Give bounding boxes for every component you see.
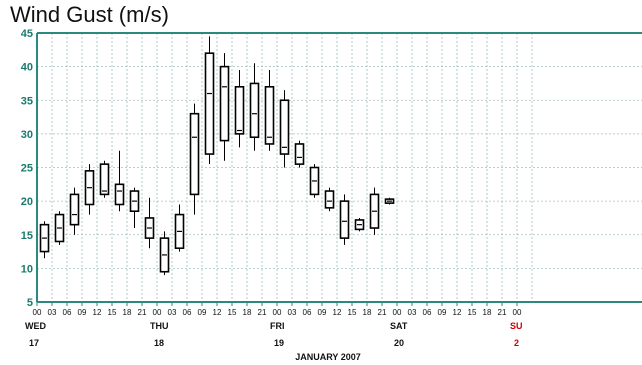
box-body (114, 183, 125, 206)
box-body (264, 86, 275, 145)
x-tick-label: 03 (168, 308, 177, 317)
x-axis-month-label: JANUARY 2007 (295, 352, 361, 362)
box-body (234, 86, 245, 135)
x-tick-label: 09 (78, 308, 87, 317)
day-date-label: 20 (394, 338, 404, 348)
day-date-label: 19 (274, 338, 284, 348)
y-tick-label: 35 (21, 95, 33, 107)
y-tick-label: 25 (21, 163, 33, 175)
box-body (219, 65, 230, 142)
y-tick-label: 40 (21, 62, 33, 74)
x-tick-label: 00 (393, 308, 402, 317)
x-tick-label: 21 (498, 308, 507, 317)
chart-title: Wind Gust (m/s) (10, 2, 169, 27)
x-tick-label: 03 (408, 308, 417, 317)
day-name-label: SU (510, 321, 523, 331)
box-body (99, 163, 110, 196)
x-tick-label: 06 (423, 308, 432, 317)
box-body (324, 190, 335, 209)
day-name-label: THU (150, 321, 169, 331)
x-tick-label: 00 (153, 308, 162, 317)
x-tick-label: 03 (288, 308, 297, 317)
day-name-label: WED (25, 321, 46, 331)
y-tick-label: 5 (27, 297, 33, 309)
x-tick-label: 00 (33, 308, 42, 317)
x-tick-label: 18 (243, 308, 252, 317)
x-tick-label: 21 (378, 308, 387, 317)
box-body (204, 52, 215, 155)
x-tick-label: 21 (138, 308, 147, 317)
y-tick-label: 20 (21, 196, 33, 208)
day-date-label: 17 (29, 338, 39, 348)
x-tick-label: 18 (123, 308, 132, 317)
x-tick-label: 12 (333, 308, 342, 317)
x-tick-label: 15 (348, 308, 357, 317)
y-tick-label: 30 (21, 129, 33, 141)
x-tick-label: 03 (48, 308, 57, 317)
day-name-label: SAT (390, 321, 408, 331)
day-name-label: FRI (270, 321, 285, 331)
x-tick-label: 12 (213, 308, 222, 317)
y-tick-label: 45 (21, 28, 33, 40)
x-tick-label: 06 (183, 308, 192, 317)
box-body (339, 200, 350, 239)
x-tick-label: 09 (318, 308, 327, 317)
x-tick-label: 15 (468, 308, 477, 317)
day-date-label: 18 (154, 338, 164, 348)
x-tick-label: 06 (63, 308, 72, 317)
box-body (294, 143, 305, 165)
x-tick-label: 15 (228, 308, 237, 317)
x-tick-label: 18 (483, 308, 492, 317)
x-tick-label: 06 (303, 308, 312, 317)
box-body (189, 112, 200, 196)
x-tick-label: 12 (453, 308, 462, 317)
x-tick-label: 09 (198, 308, 207, 317)
x-tick-label: 18 (363, 308, 372, 317)
x-tick-label: 09 (438, 308, 447, 317)
x-tick-label: 15 (108, 308, 117, 317)
y-tick-label: 15 (21, 230, 33, 242)
x-tick-label: 00 (273, 308, 282, 317)
box-body (279, 99, 290, 155)
box-body (249, 82, 260, 139)
x-tick-label: 12 (93, 308, 102, 317)
x-tick-label: 00 (513, 308, 522, 317)
x-tick-label: 21 (258, 308, 267, 317)
box-body (69, 193, 80, 226)
y-tick-label: 10 (21, 263, 33, 275)
day-date-label: 2 (514, 338, 519, 348)
